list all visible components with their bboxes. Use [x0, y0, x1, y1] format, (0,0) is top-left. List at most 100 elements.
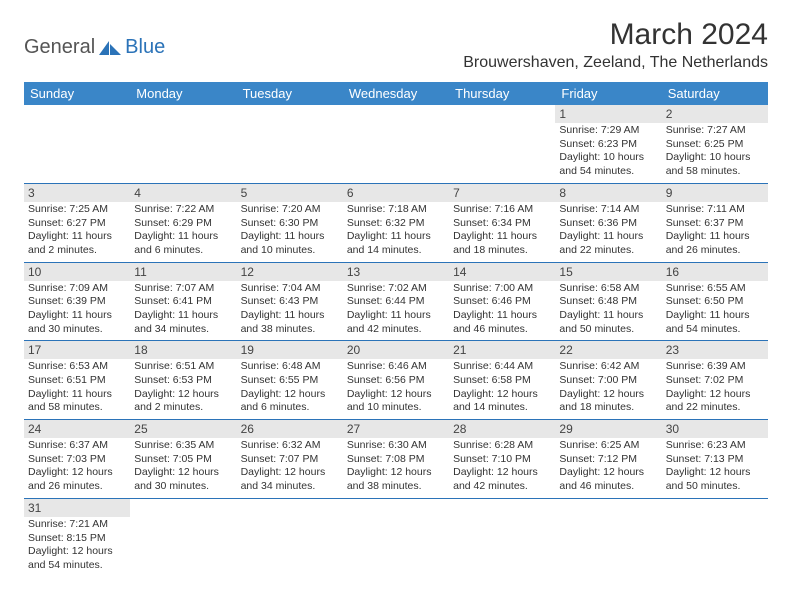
- empty-cell: [237, 105, 343, 183]
- day-cell: 20Sunrise: 6:46 AMSunset: 6:56 PMDayligh…: [343, 341, 449, 420]
- calendar-row: 24Sunrise: 6:37 AMSunset: 7:03 PMDayligh…: [24, 420, 768, 499]
- day-number: 7: [449, 184, 555, 202]
- day-text: Daylight: 11 hours and 30 minutes.: [28, 309, 126, 336]
- day-number: 23: [662, 341, 768, 359]
- sunset-text: Sunset: 6:27 PM: [28, 217, 126, 231]
- title-block: March 2024 Brouwershaven, Zeeland, The N…: [463, 18, 768, 76]
- day-number: 29: [555, 420, 661, 438]
- sunset-text: Sunset: 7:00 PM: [559, 374, 657, 388]
- sunrise-text: Sunrise: 7:04 AM: [241, 282, 339, 296]
- header: General Blue March 2024 Brouwershaven, Z…: [24, 18, 768, 76]
- logo-text-general: General: [24, 36, 95, 59]
- sunset-text: Sunset: 6:43 PM: [241, 295, 339, 309]
- day-cell: 26Sunrise: 6:32 AMSunset: 7:07 PMDayligh…: [237, 420, 343, 499]
- calendar-row: 31Sunrise: 7:21 AMSunset: 8:15 PMDayligh…: [24, 498, 768, 576]
- day-text: Daylight: 12 hours and 50 minutes.: [666, 466, 764, 493]
- sunrise-text: Sunrise: 7:16 AM: [453, 203, 551, 217]
- day-cell: 12Sunrise: 7:04 AMSunset: 6:43 PMDayligh…: [237, 262, 343, 341]
- day-number: 19: [237, 341, 343, 359]
- empty-cell: [130, 105, 236, 183]
- sunrise-text: Sunrise: 6:39 AM: [666, 360, 764, 374]
- sunset-text: Sunset: 6:25 PM: [666, 138, 764, 152]
- day-cell: 21Sunrise: 6:44 AMSunset: 6:58 PMDayligh…: [449, 341, 555, 420]
- day-text: Daylight: 10 hours and 54 minutes.: [559, 151, 657, 178]
- day-text: Daylight: 11 hours and 38 minutes.: [241, 309, 339, 336]
- calendar-table: SundayMondayTuesdayWednesdayThursdayFrid…: [24, 82, 768, 577]
- day-number: 28: [449, 420, 555, 438]
- day-text: Daylight: 12 hours and 26 minutes.: [28, 466, 126, 493]
- sunset-text: Sunset: 6:29 PM: [134, 217, 232, 231]
- day-number: 24: [24, 420, 130, 438]
- empty-cell: [343, 498, 449, 576]
- day-cell: 11Sunrise: 7:07 AMSunset: 6:41 PMDayligh…: [130, 262, 236, 341]
- sunrise-text: Sunrise: 7:29 AM: [559, 124, 657, 138]
- sunset-text: Sunset: 6:41 PM: [134, 295, 232, 309]
- sunrise-text: Sunrise: 7:07 AM: [134, 282, 232, 296]
- day-text: Daylight: 11 hours and 6 minutes.: [134, 230, 232, 257]
- sunset-text: Sunset: 6:58 PM: [453, 374, 551, 388]
- sunset-text: Sunset: 7:12 PM: [559, 453, 657, 467]
- empty-cell: [555, 498, 661, 576]
- sunset-text: Sunset: 6:50 PM: [666, 295, 764, 309]
- sunset-text: Sunset: 7:13 PM: [666, 453, 764, 467]
- day-number: 1: [555, 105, 661, 123]
- day-text: Daylight: 12 hours and 22 minutes.: [666, 388, 764, 415]
- sunrise-text: Sunrise: 7:02 AM: [347, 282, 445, 296]
- day-text: Daylight: 11 hours and 10 minutes.: [241, 230, 339, 257]
- sunrise-text: Sunrise: 6:46 AM: [347, 360, 445, 374]
- logo-text-blue: Blue: [125, 36, 165, 59]
- day-number: 15: [555, 263, 661, 281]
- day-number: 20: [343, 341, 449, 359]
- sunset-text: Sunset: 7:05 PM: [134, 453, 232, 467]
- day-cell: 7Sunrise: 7:16 AMSunset: 6:34 PMDaylight…: [449, 183, 555, 262]
- day-text: Daylight: 12 hours and 54 minutes.: [28, 545, 126, 572]
- day-number: 17: [24, 341, 130, 359]
- sunrise-text: Sunrise: 7:22 AM: [134, 203, 232, 217]
- sunset-text: Sunset: 7:10 PM: [453, 453, 551, 467]
- day-text: Daylight: 11 hours and 42 minutes.: [347, 309, 445, 336]
- day-text: Daylight: 12 hours and 6 minutes.: [241, 388, 339, 415]
- sunrise-text: Sunrise: 7:00 AM: [453, 282, 551, 296]
- sunrise-text: Sunrise: 6:25 AM: [559, 439, 657, 453]
- calendar-body: 1Sunrise: 7:29 AMSunset: 6:23 PMDaylight…: [24, 105, 768, 577]
- day-number: 4: [130, 184, 236, 202]
- day-number: 9: [662, 184, 768, 202]
- weekday-header: Thursday: [449, 82, 555, 105]
- empty-cell: [343, 105, 449, 183]
- day-cell: 25Sunrise: 6:35 AMSunset: 7:05 PMDayligh…: [130, 420, 236, 499]
- sunset-text: Sunset: 6:32 PM: [347, 217, 445, 231]
- day-text: Daylight: 12 hours and 10 minutes.: [347, 388, 445, 415]
- sunset-text: Sunset: 7:08 PM: [347, 453, 445, 467]
- day-cell: 9Sunrise: 7:11 AMSunset: 6:37 PMDaylight…: [662, 183, 768, 262]
- day-number: 31: [24, 499, 130, 517]
- day-cell: 10Sunrise: 7:09 AMSunset: 6:39 PMDayligh…: [24, 262, 130, 341]
- day-cell: 2Sunrise: 7:27 AMSunset: 6:25 PMDaylight…: [662, 105, 768, 183]
- day-number: 2: [662, 105, 768, 123]
- day-text: Daylight: 11 hours and 34 minutes.: [134, 309, 232, 336]
- day-cell: 17Sunrise: 6:53 AMSunset: 6:51 PMDayligh…: [24, 341, 130, 420]
- day-text: Daylight: 12 hours and 38 minutes.: [347, 466, 445, 493]
- day-number: 26: [237, 420, 343, 438]
- day-text: Daylight: 12 hours and 2 minutes.: [134, 388, 232, 415]
- day-text: Daylight: 11 hours and 14 minutes.: [347, 230, 445, 257]
- empty-cell: [662, 498, 768, 576]
- sunrise-text: Sunrise: 6:42 AM: [559, 360, 657, 374]
- sunset-text: Sunset: 6:53 PM: [134, 374, 232, 388]
- day-number: 14: [449, 263, 555, 281]
- empty-cell: [449, 105, 555, 183]
- calendar-row: 3Sunrise: 7:25 AMSunset: 6:27 PMDaylight…: [24, 183, 768, 262]
- day-text: Daylight: 11 hours and 46 minutes.: [453, 309, 551, 336]
- sunset-text: Sunset: 6:51 PM: [28, 374, 126, 388]
- day-cell: 30Sunrise: 6:23 AMSunset: 7:13 PMDayligh…: [662, 420, 768, 499]
- day-cell: 31Sunrise: 7:21 AMSunset: 8:15 PMDayligh…: [24, 498, 130, 576]
- day-text: Daylight: 11 hours and 22 minutes.: [559, 230, 657, 257]
- day-cell: 5Sunrise: 7:20 AMSunset: 6:30 PMDaylight…: [237, 183, 343, 262]
- sunrise-text: Sunrise: 6:48 AM: [241, 360, 339, 374]
- sunrise-text: Sunrise: 7:09 AM: [28, 282, 126, 296]
- sunset-text: Sunset: 6:23 PM: [559, 138, 657, 152]
- sunrise-text: Sunrise: 6:55 AM: [666, 282, 764, 296]
- day-text: Daylight: 11 hours and 54 minutes.: [666, 309, 764, 336]
- day-cell: 29Sunrise: 6:25 AMSunset: 7:12 PMDayligh…: [555, 420, 661, 499]
- day-text: Daylight: 12 hours and 46 minutes.: [559, 466, 657, 493]
- day-cell: 15Sunrise: 6:58 AMSunset: 6:48 PMDayligh…: [555, 262, 661, 341]
